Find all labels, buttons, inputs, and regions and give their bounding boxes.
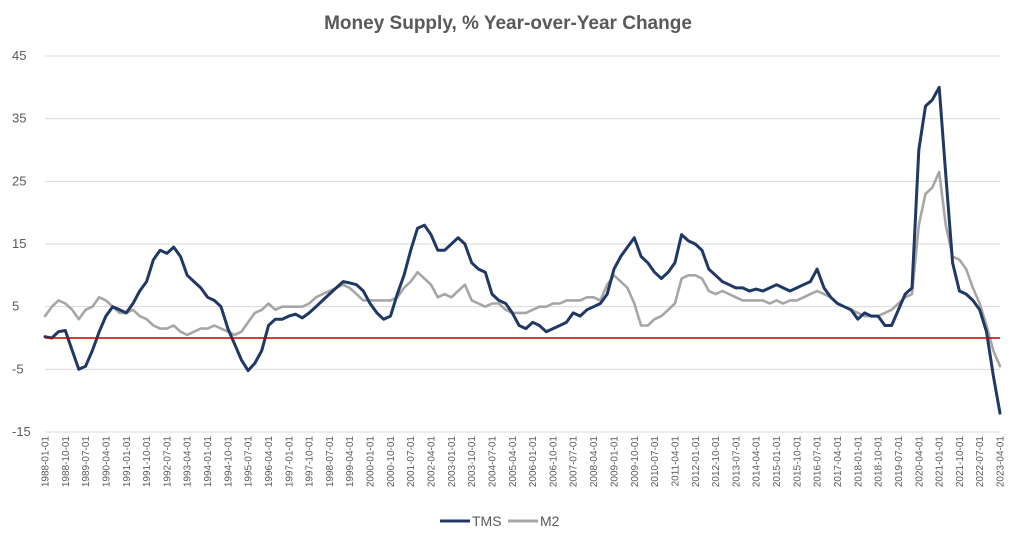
x-tick-label: 1989-07-01 [81,436,92,488]
x-tick-label: 1994-01-01 [203,436,214,488]
x-tick-label: 1997-01-01 [284,436,295,488]
chart-title: Money Supply, % Year-over-Year Change [324,13,692,34]
x-tick-label: 2021-10-01 [955,436,966,488]
x-tick-label: 2019-07-01 [894,436,905,488]
legend-label-m2: M2 [540,513,560,529]
x-tick-label: 2014-04-01 [752,436,763,488]
x-tick-label: 1996-04-01 [264,436,275,488]
x-tick-label: 2004-07-01 [488,436,499,488]
legend-label-tms: TMS [472,513,502,529]
x-tick-label: 2023-04-01 [996,436,1007,488]
x-tick-label: 1998-07-01 [325,436,336,488]
x-tick-label: 1999-04-01 [345,436,356,488]
x-axis-tick-labels: 1988-01-01 1988-10-01 1989-07-01 1990-04-01… [41,436,1007,488]
y-tick-label: 5 [12,299,19,314]
x-tick-label: 2007-07-01 [569,436,580,488]
legend: TMS M2 [440,513,560,529]
y-tick-label: 15 [12,236,26,251]
x-tick-label: 2018-10-01 [874,436,885,488]
x-tick-label: 1991-10-01 [142,436,153,488]
x-tick-label: 2000-10-01 [386,436,397,488]
y-axis-tick-labels: 45 35 25 15 5 -5 -15 [12,48,31,439]
x-tick-label: 2003-10-01 [467,436,478,488]
x-tick-label: 2015-01-01 [772,436,783,488]
x-tick-label: 2005-04-01 [508,436,519,488]
x-tick-label: 2006-01-01 [528,436,539,488]
x-tick-label: 1993-04-01 [183,436,194,488]
x-tick-label: 2013-07-01 [731,436,742,488]
x-tick-label: 2009-01-01 [610,436,621,488]
x-tick-label: 2021-01-01 [935,436,946,488]
x-tick-label: 2016-07-01 [813,436,824,488]
x-tick-label: 2017-04-01 [833,436,844,488]
y-tick-label: -15 [12,424,31,439]
x-tick-label: 2001-07-01 [406,436,417,488]
y-tick-label: 45 [12,48,26,63]
x-tick-label: 2020-04-01 [914,436,925,488]
y-tick-label: -5 [12,361,24,376]
x-tick-label: 1988-10-01 [61,436,72,488]
x-tick-label: 1997-10-01 [305,436,316,488]
y-tick-label: 35 [12,111,26,126]
gridlines [45,55,1000,433]
x-tick-label: 2002-04-01 [427,436,438,488]
x-tick-label: 2010-07-01 [650,436,661,488]
x-tick-label: 2012-10-01 [711,436,722,488]
x-tick-label: 2000-01-01 [366,436,377,488]
x-tick-label: 1990-04-01 [101,436,112,488]
x-tick-label: 1991-01-01 [122,436,133,488]
x-tick-label: 2003-01-01 [447,436,458,488]
x-tick-label: 2006-10-01 [548,436,559,488]
x-tick-label: 1994-10-01 [223,436,234,488]
x-tick-label: 1988-01-01 [41,436,52,488]
series-lines [43,85,1002,415]
y-tick-label: 25 [12,173,26,188]
x-tick-label: 2009-10-01 [630,436,641,488]
x-tick-label: 1992-07-01 [162,436,173,488]
series-line-tms [43,85,1002,415]
x-tick-label: 2008-04-01 [589,436,600,488]
series-line-m2 [43,170,1002,368]
x-tick-label: 2018-01-01 [853,436,864,488]
x-tick-label: 2015-10-01 [792,436,803,488]
x-tick-label: 2022-07-01 [975,436,986,488]
x-tick-label: 2012-01-01 [691,436,702,488]
x-tick-label: 2011-04-01 [670,436,681,487]
x-tick-label: 1995-07-01 [244,436,255,488]
